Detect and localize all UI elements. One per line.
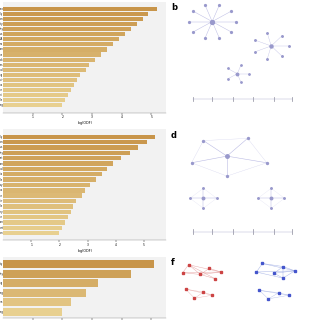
Bar: [3, 98, 66, 102]
Bar: [3, 204, 74, 209]
Bar: [3, 58, 95, 62]
Bar: [3, 172, 101, 176]
Bar: [3, 270, 131, 277]
Bar: [3, 183, 90, 187]
Bar: [3, 279, 98, 287]
Text: b: b: [171, 3, 177, 12]
Bar: [3, 188, 85, 193]
Bar: [3, 161, 113, 166]
Bar: [3, 210, 71, 214]
Bar: [3, 289, 86, 297]
X-axis label: log(ODF): log(ODF): [77, 249, 92, 253]
Bar: [3, 103, 62, 108]
Bar: [3, 260, 154, 268]
Bar: [3, 52, 101, 57]
Bar: [3, 68, 86, 72]
Bar: [3, 12, 148, 16]
Bar: [3, 32, 125, 36]
Bar: [3, 73, 80, 77]
Bar: [3, 199, 76, 203]
Bar: [3, 156, 121, 160]
Bar: [3, 134, 155, 139]
Bar: [3, 215, 68, 219]
Bar: [3, 308, 62, 316]
Bar: [3, 17, 142, 21]
Bar: [3, 220, 65, 225]
Text: f: f: [171, 258, 175, 267]
Bar: [3, 42, 113, 46]
Bar: [3, 78, 77, 82]
Bar: [3, 63, 89, 67]
Bar: [3, 140, 147, 144]
Bar: [3, 145, 138, 150]
Bar: [3, 194, 82, 198]
Bar: [3, 22, 137, 26]
Bar: [3, 177, 96, 182]
Bar: [3, 93, 68, 97]
Bar: [3, 226, 62, 230]
Bar: [3, 167, 107, 171]
Bar: [3, 151, 130, 155]
Bar: [3, 231, 60, 236]
Bar: [3, 27, 131, 31]
Text: d: d: [171, 131, 177, 140]
Bar: [3, 88, 71, 92]
Bar: [3, 7, 157, 11]
X-axis label: log(ODF): log(ODF): [77, 121, 92, 125]
Bar: [3, 37, 119, 41]
Bar: [3, 298, 71, 306]
Bar: [3, 47, 107, 52]
Bar: [3, 83, 74, 87]
